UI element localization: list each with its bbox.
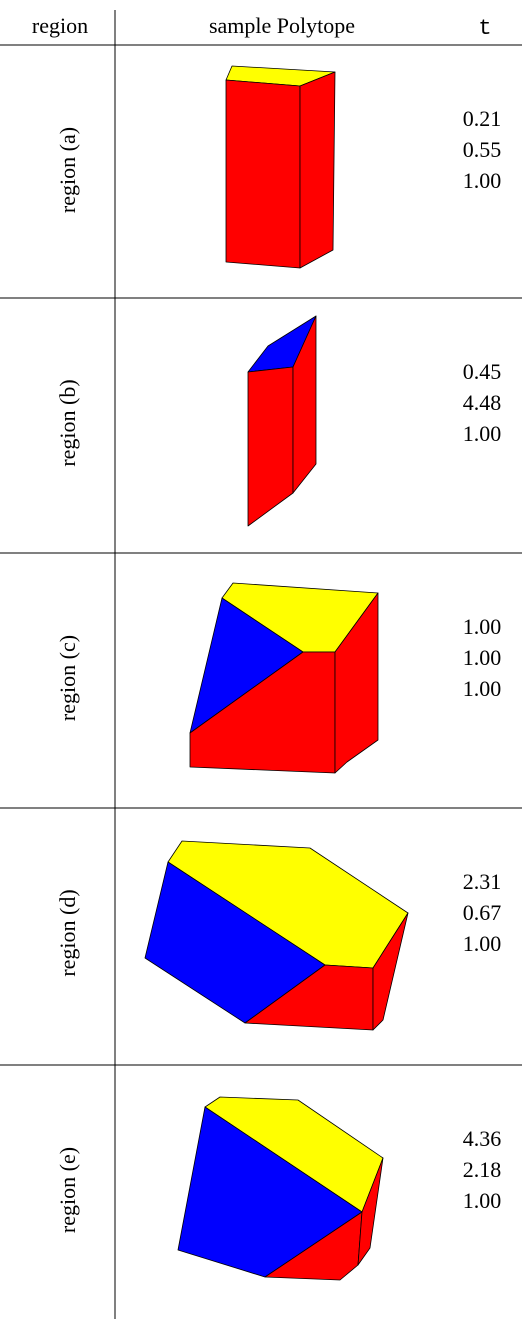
- region-label: region (c): [55, 635, 80, 721]
- polytope-d: [145, 841, 408, 1030]
- t-value: 1.00: [463, 421, 502, 446]
- header-t: t: [478, 16, 491, 41]
- region-label: region (d): [55, 889, 80, 976]
- region-label: region (a): [55, 127, 80, 213]
- t-value: 0.21: [463, 106, 502, 131]
- t-value: 1.00: [463, 931, 502, 956]
- header-polytope: sample Polytope: [209, 13, 355, 38]
- region-label: region (e): [55, 1147, 80, 1233]
- t-value: 2.31: [463, 869, 502, 894]
- polytope-c: [190, 583, 378, 773]
- polytope-a: [226, 66, 335, 268]
- t-value: 0.67: [463, 900, 502, 925]
- t-value: 0.45: [463, 359, 502, 384]
- t-value: 4.36: [463, 1126, 502, 1151]
- region-label: region (b): [55, 379, 80, 466]
- header-region: region: [32, 13, 88, 38]
- polytope-e: [178, 1097, 383, 1280]
- t-value: 1.00: [463, 614, 502, 639]
- t-value: 1.00: [463, 676, 502, 701]
- t-value: 1.00: [463, 168, 502, 193]
- t-value: 2.18: [463, 1157, 502, 1182]
- t-value: 1.00: [463, 1188, 502, 1213]
- polytope-b: [248, 316, 316, 526]
- t-value: 0.55: [463, 137, 502, 162]
- table: region sample Polytope t region (a) 0.21 0…: [0, 0, 522, 1319]
- t-value: 1.00: [463, 645, 502, 670]
- t-value: 4.48: [463, 390, 502, 415]
